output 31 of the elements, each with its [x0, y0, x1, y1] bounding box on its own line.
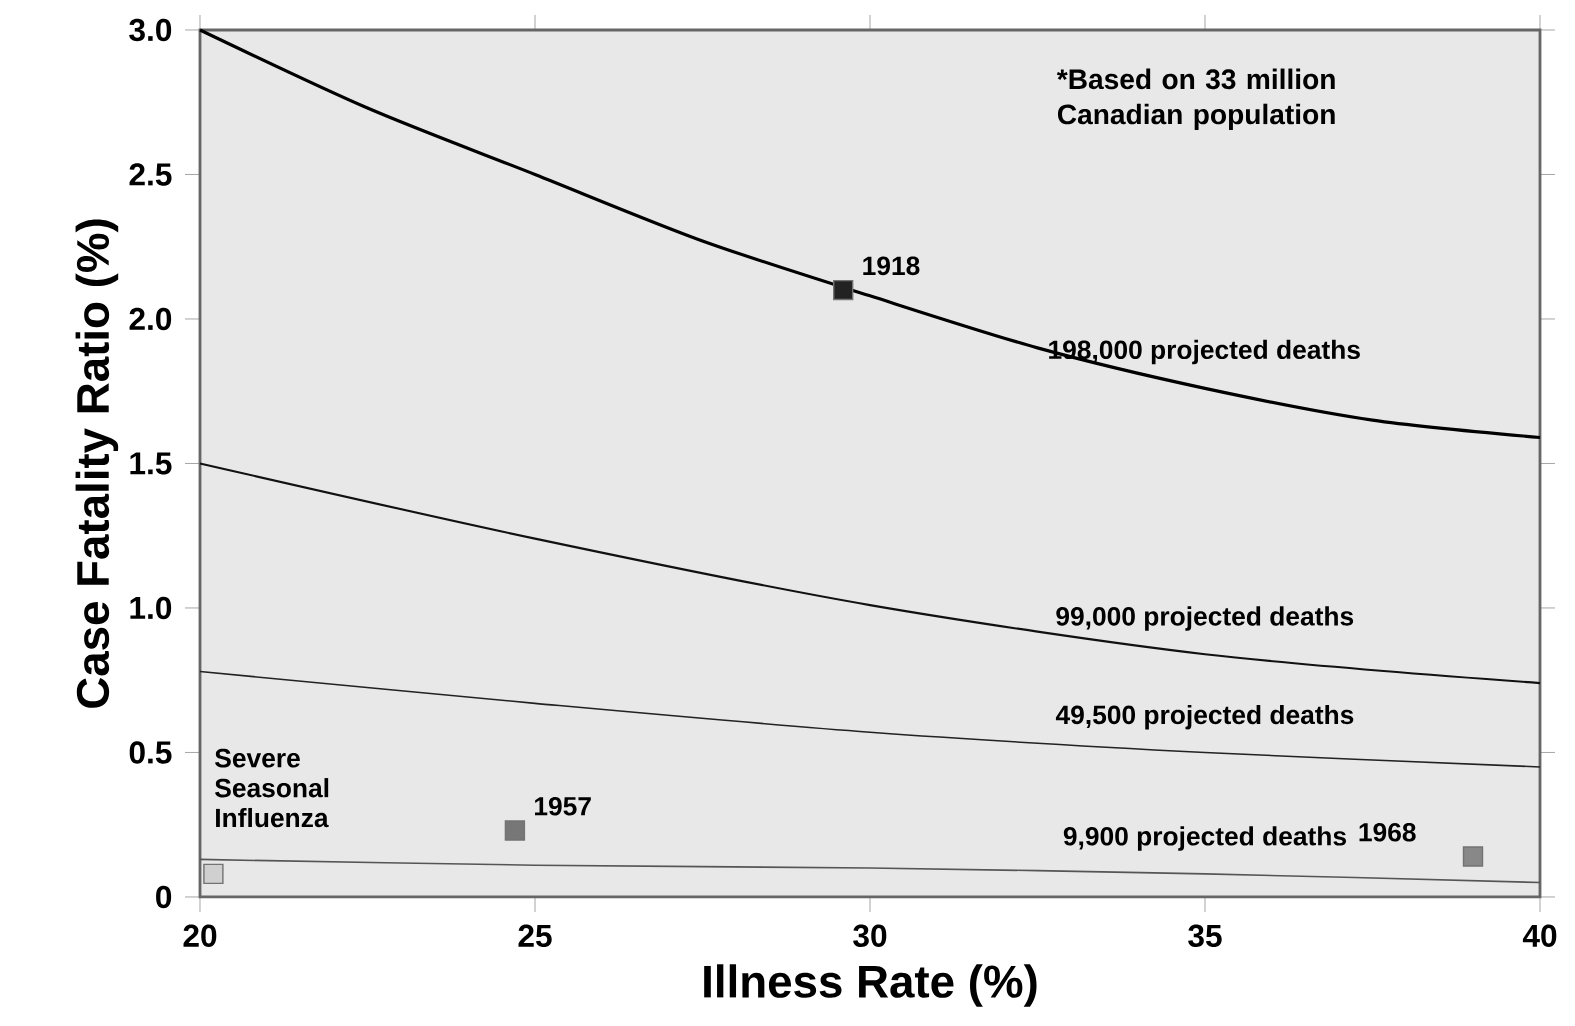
y-tick-label: 0: [156, 885, 172, 909]
annotation: *Based on 33 million Canadian population: [1056, 68, 1335, 130]
y-tick-label: 2.5: [129, 163, 172, 186]
annotation: 1957: [535, 796, 591, 816]
annotation: 1918: [863, 256, 920, 276]
point: [1462, 846, 1484, 867]
x-tick-label: 20: [183, 924, 217, 947]
line-series: [198, 462, 1542, 685]
point: [833, 279, 854, 301]
x-tick-label: 35: [1188, 924, 1222, 947]
series-label: 9,900 projected deaths: [1063, 826, 1346, 851]
point: [504, 820, 526, 841]
series-label: 198,000 projected deaths: [1049, 339, 1360, 365]
annotation: 1968: [1359, 822, 1416, 842]
y-tick-label: 0.5: [129, 741, 172, 764]
annotation: Severe Seasonal Influenza: [215, 748, 329, 828]
line-series: [199, 858, 1541, 884]
y-tick-label: 2.0: [129, 307, 172, 331]
x-tick-label: 30: [853, 924, 887, 947]
x-tick-label: 40: [1522, 924, 1557, 947]
y-axis-title: Case Fatality Ratio (%): [75, 219, 119, 708]
point: [203, 863, 224, 885]
series-label: 99,000 projected deaths: [1056, 606, 1354, 631]
y-tick-label: 1.5: [130, 452, 172, 475]
y-tick-label: 1.0: [130, 596, 172, 620]
series-label: 49,500 projected deaths: [1055, 704, 1354, 730]
x-axis-title: Illness Rate (%): [704, 964, 1037, 1007]
line-series: [198, 28, 1542, 440]
x-tick-label: 25: [518, 924, 552, 947]
y-tick-label: 3.0: [129, 18, 172, 42]
line-series: [199, 670, 1541, 768]
